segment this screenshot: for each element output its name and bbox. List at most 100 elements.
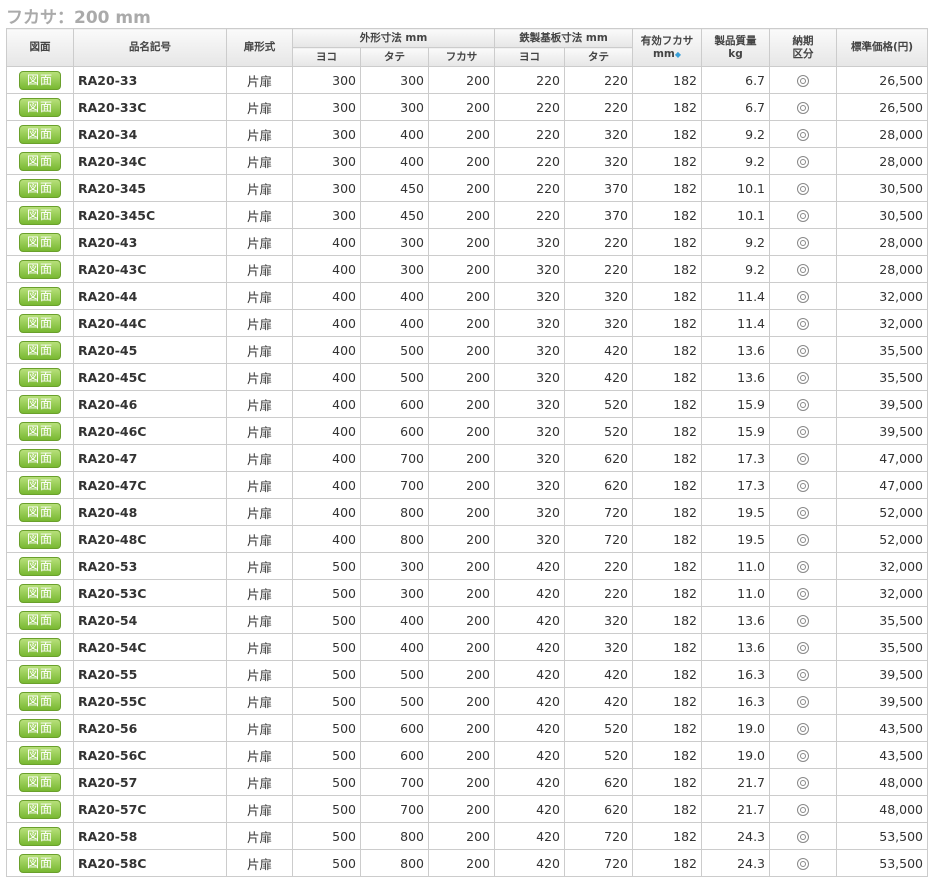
drawing-button[interactable]: 図面 <box>19 826 61 846</box>
cell-price: 52,000 <box>836 498 929 526</box>
drawing-button[interactable]: 図面 <box>19 70 61 90</box>
drawing-button[interactable]: 図面 <box>19 691 61 711</box>
cell-plate-tate: 220 <box>563 228 634 256</box>
cell-outer-tate: 600 <box>360 714 429 742</box>
table-row: 図面 RA20-45 片扉 400 500 200 320 420 182 13.6 35,500 <box>6 336 929 364</box>
drawing-button[interactable]: 図面 <box>19 178 61 198</box>
cell-effective-depth: 182 <box>632 201 703 229</box>
drawing-button[interactable]: 図面 <box>19 448 61 468</box>
cell-model: RA20-58C <box>73 849 227 877</box>
drawing-button[interactable]: 図面 <box>19 151 61 171</box>
cell-drawing: 図面 <box>6 660 74 688</box>
double-circle-icon <box>797 426 810 438</box>
cell-lead <box>769 417 838 445</box>
cell-effective-depth: 182 <box>632 120 703 148</box>
cell-lead <box>769 120 838 148</box>
cell-effective-depth: 182 <box>632 93 703 121</box>
header-plate-tate: タテ <box>563 47 634 67</box>
drawing-button[interactable]: 図面 <box>19 664 61 684</box>
drawing-button[interactable]: 図面 <box>19 853 61 873</box>
drawing-button[interactable]: 図面 <box>19 232 61 252</box>
drawing-button[interactable]: 図面 <box>19 205 61 225</box>
cell-lead <box>769 579 838 607</box>
cell-effective-depth: 182 <box>632 309 703 337</box>
cell-drawing: 図面 <box>6 363 74 391</box>
cell-outer-tate: 300 <box>360 552 429 580</box>
cell-price: 48,000 <box>836 795 929 823</box>
drawing-button[interactable]: 図面 <box>19 259 61 279</box>
cell-outer-fukasa: 200 <box>428 363 495 391</box>
drawing-button[interactable]: 図面 <box>19 421 61 441</box>
cell-outer-fukasa: 200 <box>428 282 495 310</box>
cell-price: 30,500 <box>836 174 929 202</box>
cell-outer-fukasa: 200 <box>428 660 495 688</box>
cell-price: 30,500 <box>836 201 929 229</box>
drawing-button[interactable]: 図面 <box>19 799 61 819</box>
cell-outer-yoko: 500 <box>292 552 361 580</box>
drawing-button[interactable]: 図面 <box>19 286 61 306</box>
cell-drawing: 図面 <box>6 93 74 121</box>
cell-plate-yoko: 420 <box>494 687 565 715</box>
drawing-button[interactable]: 図面 <box>19 610 61 630</box>
cell-model: RA20-56C <box>73 741 227 769</box>
cell-plate-yoko: 420 <box>494 579 565 607</box>
header-plate-yoko: ヨコ <box>494 47 565 67</box>
drawing-button[interactable]: 図面 <box>19 637 61 657</box>
cell-model: RA20-58 <box>73 822 227 850</box>
cell-lead <box>769 552 838 580</box>
drawing-button[interactable]: 図面 <box>19 529 61 549</box>
table-row: 図面 RA20-345C 片扉 300 450 200 220 370 182 10.1 30,50… <box>6 201 929 229</box>
cell-weight: 19.0 <box>701 714 771 742</box>
cell-model: RA20-54 <box>73 606 227 634</box>
cell-outer-tate: 500 <box>360 363 429 391</box>
cell-outer-fukasa: 200 <box>428 309 495 337</box>
drawing-button[interactable]: 図面 <box>19 745 61 765</box>
drawing-button[interactable]: 図面 <box>19 718 61 738</box>
cell-plate-yoko: 220 <box>494 174 565 202</box>
cell-lead <box>769 714 838 742</box>
cell-plate-tate: 520 <box>563 390 634 418</box>
cell-outer-tate: 600 <box>360 390 429 418</box>
cell-drawing: 図面 <box>6 579 74 607</box>
cell-plate-tate: 420 <box>563 363 634 391</box>
drawing-button[interactable]: 図面 <box>19 583 61 603</box>
cell-outer-yoko: 500 <box>292 579 361 607</box>
drawing-button[interactable]: 図面 <box>19 367 61 387</box>
header-door: 扉形式 <box>226 28 293 67</box>
drawing-button[interactable]: 図面 <box>19 340 61 360</box>
cell-drawing: 図面 <box>6 471 74 499</box>
drawing-button[interactable]: 図面 <box>19 772 61 792</box>
table-row: 図面 RA20-33 片扉 300 300 200 220 220 182 6.7 26,500 <box>6 66 929 94</box>
cell-outer-tate: 450 <box>360 201 429 229</box>
cell-price: 53,500 <box>836 822 929 850</box>
cell-outer-tate: 700 <box>360 768 429 796</box>
cell-lead <box>769 93 838 121</box>
double-circle-icon <box>797 210 810 222</box>
cell-price: 35,500 <box>836 363 929 391</box>
cell-door: 片扉 <box>226 795 293 823</box>
cell-plate-tate: 720 <box>563 498 634 526</box>
cell-model: RA20-54C <box>73 633 227 661</box>
header-outer-tate: タテ <box>360 47 429 67</box>
drawing-button[interactable]: 図面 <box>19 394 61 414</box>
cell-plate-tate: 520 <box>563 714 634 742</box>
cell-price: 28,000 <box>836 255 929 283</box>
cell-outer-yoko: 400 <box>292 417 361 445</box>
drawing-button[interactable]: 図面 <box>19 556 61 576</box>
cell-door: 片扉 <box>226 390 293 418</box>
cell-door: 片扉 <box>226 228 293 256</box>
drawing-button[interactable]: 図面 <box>19 313 61 333</box>
cell-model: RA20-48 <box>73 498 227 526</box>
cell-plate-yoko: 420 <box>494 741 565 769</box>
drawing-button[interactable]: 図面 <box>19 124 61 144</box>
cell-lead <box>769 687 838 715</box>
cell-door: 片扉 <box>226 498 293 526</box>
cell-plate-tate: 720 <box>563 822 634 850</box>
drawing-button[interactable]: 図面 <box>19 475 61 495</box>
drawing-button[interactable]: 図面 <box>19 97 61 117</box>
cell-plate-tate: 220 <box>563 552 634 580</box>
cell-plate-yoko: 220 <box>494 120 565 148</box>
cell-outer-yoko: 400 <box>292 282 361 310</box>
cell-outer-yoko: 500 <box>292 849 361 877</box>
drawing-button[interactable]: 図面 <box>19 502 61 522</box>
